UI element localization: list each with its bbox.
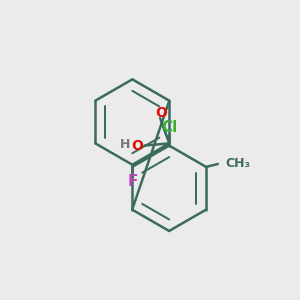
Text: O: O — [155, 106, 167, 120]
Text: Cl: Cl — [161, 120, 177, 135]
Text: F: F — [127, 174, 137, 189]
Text: H: H — [120, 138, 130, 151]
Text: CH₃: CH₃ — [225, 158, 250, 170]
Text: O: O — [131, 139, 143, 153]
